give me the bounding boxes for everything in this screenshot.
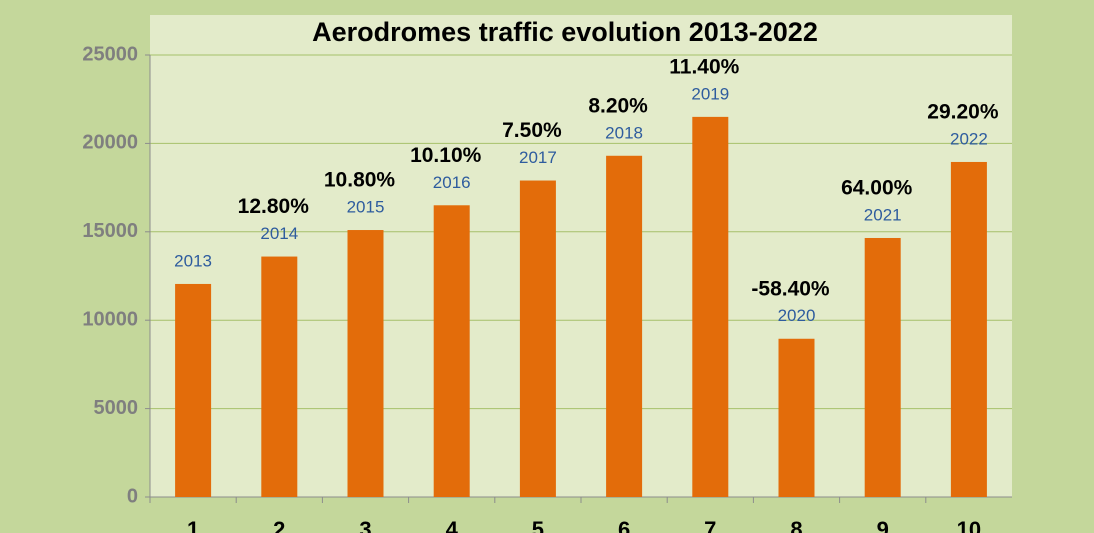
y-tick-label: 10000: [82, 308, 138, 330]
y-tick-label: 15000: [82, 220, 138, 242]
x-tick-label: 6: [618, 517, 630, 533]
bar: [175, 283, 212, 497]
y-tick-label: 5000: [94, 397, 139, 419]
change-label: 29.20%: [927, 101, 999, 124]
y-tick-label: 25000: [82, 43, 138, 65]
bar: [692, 116, 729, 497]
x-tick-label: 8: [790, 517, 802, 533]
bar: [347, 230, 384, 498]
bar: [606, 155, 643, 497]
bar: [433, 205, 470, 497]
x-tick-label: 2: [273, 517, 285, 533]
chart-title: Aerodromes traffic evolution 2013-2022: [312, 17, 818, 47]
x-tick-label: 5: [532, 517, 544, 533]
year-label: 2015: [347, 198, 385, 217]
year-label: 2018: [605, 123, 643, 142]
bar: [864, 237, 901, 497]
x-tick-label: 3: [359, 517, 371, 533]
bar: [778, 338, 815, 497]
bar: [261, 256, 298, 497]
x-tick-label: 7: [704, 517, 716, 533]
change-label: 10.80%: [324, 169, 396, 192]
change-label: 7.50%: [502, 119, 562, 142]
year-label: 2014: [260, 224, 298, 243]
x-tick-label: 10: [957, 517, 981, 533]
y-tick-label: 0: [127, 485, 138, 507]
year-label: 2019: [691, 84, 729, 103]
change-label: 10.10%: [410, 144, 482, 167]
x-tick-label: 9: [877, 517, 889, 533]
year-label: 2021: [864, 205, 902, 224]
year-label: 2016: [433, 173, 471, 192]
change-label: 12.80%: [238, 195, 310, 218]
year-label: 2020: [778, 306, 816, 325]
x-tick-label: 4: [446, 517, 459, 533]
year-label: 2013: [174, 251, 212, 270]
change-label: 11.40%: [669, 55, 739, 78]
year-label: 2022: [950, 129, 988, 148]
change-label: 64.00%: [841, 177, 913, 200]
bar: [519, 180, 556, 497]
bar: [950, 161, 987, 498]
x-tick-label: 1: [187, 517, 199, 533]
change-label: 8.20%: [588, 94, 648, 117]
y-tick-label: 20000: [82, 132, 138, 154]
change-label: -58.40%: [751, 277, 830, 300]
year-label: 2017: [519, 148, 557, 167]
